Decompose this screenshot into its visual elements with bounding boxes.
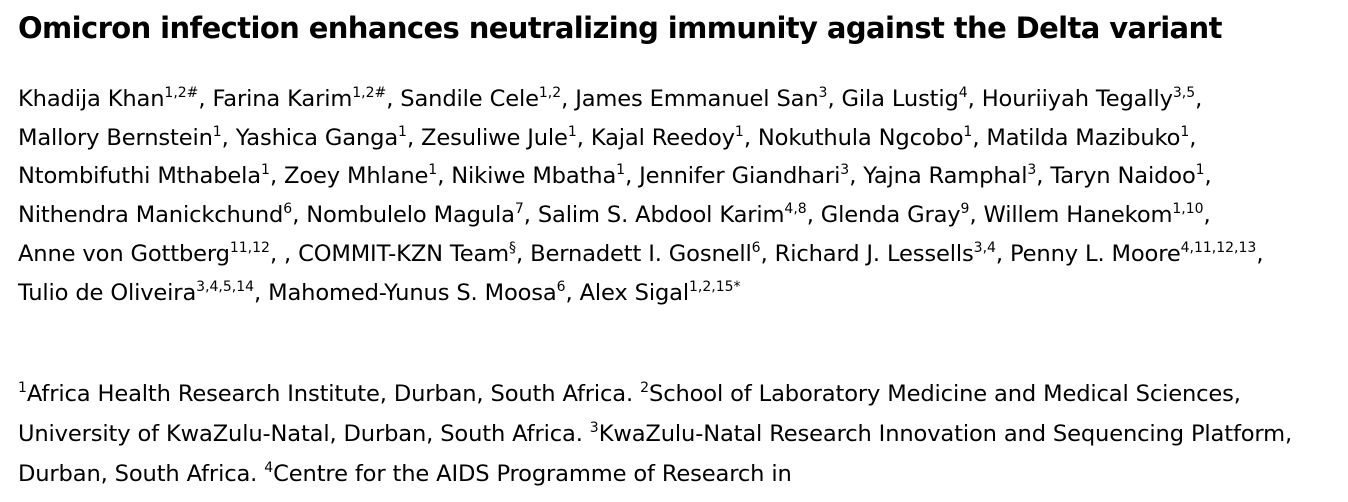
author-affiliation-marker: 1 <box>734 123 744 140</box>
author: Tulio de Oliveira3,4,5,14 <box>18 278 255 306</box>
author: Nokuthula Ngcobo1 <box>757 123 973 151</box>
author-affiliation-marker: 3 <box>840 162 850 179</box>
author-affiliation-marker: 3,4 <box>973 239 996 256</box>
affiliation: 3KwaZulu-Natal Research Innovation and S… <box>18 420 1293 487</box>
affiliation-number: 1 <box>18 380 27 396</box>
author-affiliation-marker: 3,4,5,14 <box>196 278 255 295</box>
author-affiliation-marker: 1,2 <box>538 85 562 101</box>
author: Bernadett I. Gosnell6 <box>530 239 761 267</box>
author-affiliation-marker: 1 <box>428 162 438 179</box>
author: Penny L. Moore4,11,12,13 <box>1010 239 1257 267</box>
author-affiliation-marker: 7 <box>514 201 524 218</box>
author: Khadija Khan1,2# <box>18 85 199 112</box>
affiliation-list: 1Africa Health Research Institute, Durba… <box>18 374 1338 494</box>
author: Nombulelo Magula7 <box>306 201 524 229</box>
author: Glenda Gray9 <box>820 201 970 229</box>
author-affiliation-marker: 4,11,12,13 <box>1180 239 1257 256</box>
author-affiliation-marker: 1,2,15* <box>689 278 741 295</box>
affiliation: 1Africa Health Research Institute, Durba… <box>18 380 634 407</box>
author: Gila Lustig4 <box>841 85 968 112</box>
author-affiliation-marker: 6 <box>283 201 293 218</box>
author: Willem Hanekom1,10 <box>983 201 1204 229</box>
author-affiliation-marker: 3 <box>818 85 828 101</box>
author-affiliation-marker: 1 <box>567 123 577 140</box>
author: COMMIT-KZN Team§ <box>298 239 517 267</box>
author-affiliation-marker: 4 <box>958 85 968 101</box>
author: Sandile Cele1,2 <box>400 85 562 112</box>
author-affiliation-marker: 1 <box>1180 123 1190 140</box>
author: Richard J. Lessells3,4 <box>774 239 996 267</box>
author: Kajal Reedoy1 <box>590 123 744 151</box>
author: Yashica Ganga1 <box>235 123 407 151</box>
author: Salim S. Abdool Karim4,8 <box>537 201 807 229</box>
author: Anne von Gottberg11,12 <box>18 239 270 267</box>
affiliation-number: 4 <box>264 460 274 476</box>
author: Mallory Bernstein1 <box>18 123 222 151</box>
author-list: Khadija Khan1,2#, Farina Karim1,2#, Sand… <box>18 85 1264 306</box>
author-affiliation-marker: 1,2# <box>352 85 387 101</box>
author-affiliation-marker: 1 <box>398 123 407 140</box>
affiliation-number: 2 <box>640 380 649 396</box>
author-affiliation-marker: 6 <box>751 239 761 256</box>
author: Matilda Mazibuko1 <box>986 123 1190 151</box>
author-affiliation-marker: 1 <box>616 162 626 179</box>
author: James Emmanuel San3 <box>575 85 828 112</box>
author: Nithendra Manickchund6 <box>18 201 293 229</box>
author-affiliation-marker: 11,12 <box>229 239 270 256</box>
paper-title: Omicron infection enhances neutralizing … <box>18 11 1222 45</box>
author-affiliation-marker: 1,2# <box>164 85 199 101</box>
author: Ntombifuthi Mthabela1 <box>18 162 270 190</box>
affiliation: 4Centre for the AIDS Programme of Resear… <box>264 460 792 487</box>
author: Yajna Ramphal3 <box>863 162 1037 190</box>
author-affiliation-marker: 6 <box>556 278 566 295</box>
author-affiliation-marker: 1 <box>261 162 270 179</box>
author-affiliation-marker: § <box>509 239 517 256</box>
author-affiliation-marker: 3 <box>1027 162 1037 179</box>
author-affiliation-marker: 1 <box>1195 162 1205 179</box>
affiliation-number: 3 <box>589 420 599 436</box>
author-affiliation-marker: 1 <box>212 123 222 140</box>
author-affiliation-marker: 4,8 <box>784 201 807 218</box>
author-affiliation-marker: 1,10 <box>1172 201 1204 218</box>
author-affiliation-marker: 9 <box>960 201 970 218</box>
author: Zesuliwe Jule1 <box>421 123 577 151</box>
author: Mahomed-Yunus S. Moosa6 <box>268 278 566 306</box>
author: Alex Sigal1,2,15* <box>579 278 741 306</box>
author-affiliation-marker: 3,5 <box>1172 85 1196 101</box>
author: Houriiyah Tegally3,5 <box>981 85 1196 112</box>
affiliation: 2School of Laboratory Medicine and Medic… <box>18 380 1241 447</box>
author: Taryn Naidoo1 <box>1050 162 1205 190</box>
author: Zoey Mhlane1 <box>284 162 438 190</box>
author: Farina Karim1,2# <box>212 85 387 112</box>
author: Jennifer Giandhari3 <box>639 162 850 190</box>
author: Nikiwe Mbatha1 <box>451 162 626 190</box>
author-affiliation-marker: 1 <box>963 123 973 140</box>
